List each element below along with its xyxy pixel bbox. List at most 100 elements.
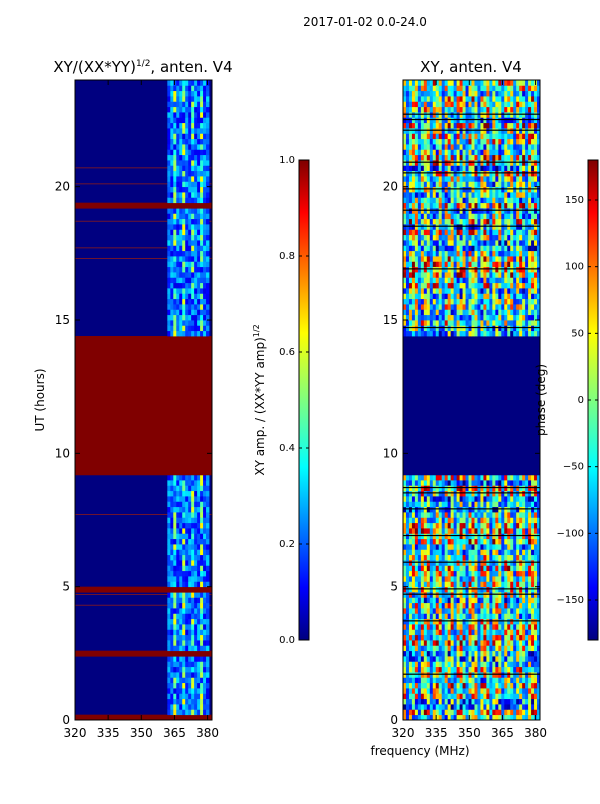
phase-cell <box>516 699 519 705</box>
phase-separator-line <box>403 492 540 493</box>
phase-cell <box>430 667 433 673</box>
phase-cell <box>495 645 498 651</box>
phase-cell <box>430 619 433 625</box>
amplitude-flagged-row <box>75 464 212 470</box>
amplitude-cell <box>176 661 179 667</box>
phase-cell <box>492 704 495 710</box>
phase-cell <box>415 555 418 561</box>
amplitude-cell <box>173 192 176 198</box>
amplitude-cell <box>200 501 203 507</box>
amplitude-cell <box>176 91 179 97</box>
amplitude-cell <box>185 624 188 630</box>
phase-cell <box>421 299 424 305</box>
phase-cell <box>519 533 522 539</box>
phase-cell <box>466 555 469 561</box>
phase-cell <box>472 331 475 337</box>
phase-cell <box>409 229 412 235</box>
amplitude-cell <box>206 112 209 118</box>
phase-cell <box>424 512 427 518</box>
amplitude-flagged-row <box>75 443 212 449</box>
amplitude-cell <box>170 656 173 662</box>
phase-cell <box>498 587 501 593</box>
phase-cell <box>516 320 519 326</box>
phase-cell <box>418 672 421 678</box>
amplitude-cell <box>203 613 206 619</box>
amplitude-cell <box>203 491 206 497</box>
amplitude-cell <box>170 603 173 609</box>
phase-cell <box>448 640 451 646</box>
amplitude-cell <box>203 144 206 150</box>
phase-cell <box>483 496 486 502</box>
phase-cell <box>513 709 516 715</box>
phase-cell <box>433 608 436 614</box>
amplitude-cell <box>176 597 179 603</box>
phase-cell <box>495 165 498 171</box>
phase-cell <box>519 539 522 545</box>
phase-cell <box>477 496 480 502</box>
phase-cell <box>504 645 507 651</box>
amplitude-cell <box>167 235 170 241</box>
phase-cell <box>477 619 480 625</box>
phase-cell <box>469 197 472 203</box>
phase-cell <box>427 635 430 641</box>
amplitude-cell <box>188 208 191 214</box>
amplitude-cell <box>203 96 206 102</box>
phase-cell <box>513 517 516 523</box>
phase-cell <box>436 571 439 577</box>
amplitude-cell <box>185 640 188 646</box>
phase-cell <box>430 560 433 566</box>
phase-cell <box>474 613 477 619</box>
phase-cell <box>424 581 427 587</box>
amplitude-cell <box>182 491 185 497</box>
phase-cell <box>492 299 495 305</box>
amplitude-cell <box>173 112 176 118</box>
phase-cell <box>463 171 466 177</box>
phase-cell <box>534 272 537 278</box>
phase-cell <box>454 565 457 571</box>
amplitude-cell <box>197 571 200 577</box>
phase-cell <box>507 539 510 545</box>
phase-cell <box>522 197 525 203</box>
amplitude-cell <box>182 165 185 171</box>
amplitude-cell <box>203 629 206 635</box>
phase-cell <box>403 283 406 289</box>
amplitude-cell <box>173 219 176 225</box>
phase-cell <box>519 304 522 310</box>
phase-cell <box>406 603 409 609</box>
amplitude-cell <box>167 309 170 315</box>
phase-cell <box>436 261 439 267</box>
phase-cell <box>525 656 528 662</box>
amplitude-cell <box>194 171 197 177</box>
phase-cell <box>469 571 472 577</box>
phase-cell <box>433 480 436 486</box>
phase-cell <box>424 277 427 283</box>
phase-cell <box>406 293 409 299</box>
phase-cell <box>483 629 486 635</box>
phase-cell <box>472 608 475 614</box>
phase-cell <box>483 539 486 545</box>
phase-cell <box>501 331 504 337</box>
amplitude-cell <box>173 677 176 683</box>
phase-cell <box>507 315 510 321</box>
phase-cell <box>430 512 433 518</box>
phase-cell <box>469 299 472 305</box>
amplitude-cell <box>182 144 185 150</box>
phase-cell <box>406 224 409 230</box>
phase-cell <box>412 480 415 486</box>
amplitude-cell <box>203 549 206 555</box>
amplitude-cell <box>200 629 203 635</box>
phase-cell <box>483 229 486 235</box>
phase-cell <box>507 560 510 566</box>
phase-cell <box>489 165 492 171</box>
amplitude-cell <box>176 256 179 262</box>
phase-cell <box>474 496 477 502</box>
amplitude-cell <box>200 165 203 171</box>
phase-cell <box>513 299 516 305</box>
phase-cell <box>442 187 445 193</box>
amplitude-cell <box>167 571 170 577</box>
phase-cell <box>483 661 486 667</box>
amplitude-cell <box>182 96 185 102</box>
phase-cell <box>451 523 454 529</box>
phase-cell <box>534 635 537 641</box>
amplitude-cell <box>206 219 209 225</box>
